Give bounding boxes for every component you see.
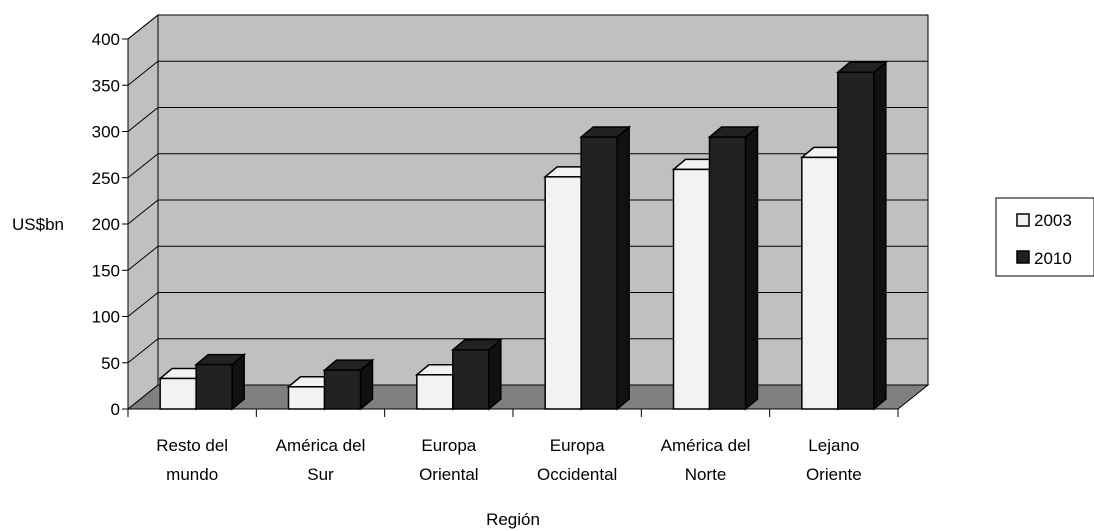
- bar-front: [801, 156, 839, 410]
- legend-swatch-2010: [1016, 250, 1030, 264]
- x-tick-label: Europa: [421, 436, 476, 455]
- legend-label-2010: 2010: [1034, 249, 1072, 268]
- y-axis-title: US$bn: [12, 215, 64, 234]
- y-tick-label: 100: [92, 308, 120, 327]
- gridline: [127, 14, 928, 40]
- gridline: [127, 199, 928, 225]
- bar-front: [580, 136, 618, 410]
- x-tick-label: Sur: [307, 465, 334, 484]
- y-tick-label: 400: [92, 30, 120, 49]
- bar-side: [873, 60, 887, 411]
- bar-side: [488, 338, 502, 411]
- bar-front: [544, 176, 582, 410]
- x-tick-label: Lejano: [808, 436, 859, 455]
- bar-2010-3: [579, 125, 632, 411]
- y-tick-label: 0: [111, 400, 120, 419]
- bar-front: [672, 168, 711, 410]
- x-axis-title: Región: [486, 510, 540, 529]
- y-tick-label: 200: [92, 215, 120, 234]
- x-tick-label: Europa: [550, 436, 605, 455]
- x-tick-label: América del: [661, 436, 751, 455]
- y-tick-label: 250: [92, 169, 120, 188]
- axis-labels: 0 50 100 150 200 250 300 350 400 Resto del mundo Am…: [92, 30, 862, 484]
- x-tick-label: Oriental: [419, 465, 479, 484]
- bar-side: [744, 125, 759, 411]
- bars: [158, 60, 888, 411]
- bar-front: [323, 369, 362, 410]
- bar-front: [287, 386, 326, 410]
- y-tick-label: 150: [92, 261, 120, 280]
- bar-front: [837, 71, 875, 410]
- gridline: [127, 338, 928, 364]
- bar-front: [416, 374, 454, 410]
- bar-front: [452, 349, 490, 410]
- gridlines: [127, 14, 928, 364]
- bar-2010-0: [194, 352, 247, 411]
- x-tick-label: Resto del: [156, 436, 228, 455]
- legend-swatch-2003: [1016, 213, 1030, 227]
- bar-front: [195, 363, 233, 410]
- x-tick-label: Oriente: [806, 465, 862, 484]
- y-tick-label: 350: [92, 76, 120, 95]
- gridline: [127, 245, 928, 271]
- legend-label-2003: 2003: [1034, 211, 1072, 230]
- bar-front: [159, 377, 197, 410]
- bar-front: [708, 136, 747, 410]
- y-tick-label: 300: [92, 123, 120, 142]
- gridline: [127, 153, 928, 179]
- x-tick-label: América del: [276, 436, 366, 455]
- gridline: [127, 292, 928, 317]
- bar-2010-1: [322, 358, 375, 411]
- x-tick-label: Occidental: [537, 465, 617, 484]
- x-tick-label: mundo: [166, 465, 218, 484]
- bar-side: [616, 125, 630, 411]
- gridline: [127, 60, 928, 86]
- gridline: [127, 107, 928, 132]
- bar-2010-4: [707, 125, 760, 411]
- axes: [122, 38, 899, 417]
- legend-box: [995, 197, 1094, 277]
- y-tick-label: 50: [101, 354, 120, 373]
- bar-2010-2: [450, 338, 503, 411]
- bar-2010-5: [835, 60, 888, 411]
- legend: 2003 2010: [995, 197, 1094, 277]
- x-tick-label: Norte: [685, 465, 727, 484]
